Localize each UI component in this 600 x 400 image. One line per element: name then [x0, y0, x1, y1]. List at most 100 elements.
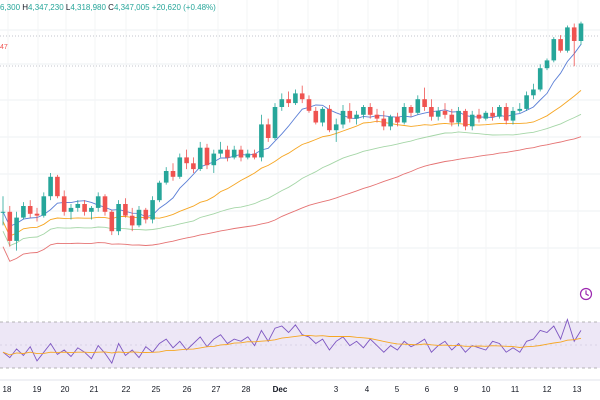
candle-body: [75, 204, 81, 208]
candle-body: [286, 99, 291, 104]
x-axis-tick-label: 10: [482, 385, 491, 394]
side-price-tag: 47: [0, 44, 8, 51]
candle-body: [157, 182, 162, 201]
ohlc-change-value: +20,620 (+0.48%): [151, 3, 216, 12]
ohlc-open-value: 6,300: [0, 3, 21, 12]
candle-body: [347, 110, 353, 119]
x-axis-tick-label: 18: [3, 385, 12, 394]
candle-body: [510, 110, 516, 121]
candle-body: [388, 116, 393, 127]
candle-body: [129, 215, 135, 226]
x-axis-tick-label: Dec: [273, 385, 288, 394]
candle-body: [361, 107, 366, 115]
candle-body: [544, 60, 550, 69]
rsi-line: [2, 318, 582, 365]
candle-body: [95, 196, 101, 208]
candle-body: [327, 108, 332, 131]
candle-body: [150, 200, 155, 220]
candle-body: [48, 176, 53, 197]
candle-body: [231, 149, 237, 158]
candle-body: [517, 108, 523, 111]
ma-long-line: [2, 136, 582, 262]
rsi-ma-line: [2, 334, 582, 356]
ohlc-high-value: 4,347,230: [28, 3, 64, 12]
ma-mid-line: [2, 90, 582, 237]
candle-body: [537, 68, 543, 90]
candle-body: [476, 114, 482, 119]
alert-clock-icon[interactable]: [579, 287, 593, 301]
candle-body: [218, 149, 223, 154]
candle-body: [27, 206, 33, 214]
candle-body: [82, 204, 87, 212]
candle-body: [571, 27, 577, 41]
candle-body: [68, 207, 74, 212]
candle-body: [61, 196, 67, 212]
x-axis-tick-label: 12: [543, 385, 552, 394]
candle-body: [551, 39, 557, 61]
x-axis-tick-label: 4: [365, 385, 370, 394]
candle-body: [109, 211, 115, 232]
candle-body: [435, 110, 441, 117]
candle-body: [395, 116, 400, 123]
candle-body: [531, 89, 536, 96]
candle-body: [245, 153, 251, 158]
x-axis-tick-label: 6: [425, 385, 430, 394]
candle-body: [116, 204, 121, 232]
x-axis-tick-label: 13: [573, 385, 582, 394]
candle-body: [558, 39, 563, 51]
candle-body: [449, 114, 455, 123]
ohlc-low-key: L: [65, 3, 71, 12]
candle-body: [415, 99, 421, 113]
candle-body: [163, 171, 169, 183]
x-axis-tick-label: 22: [122, 385, 131, 394]
candle-body: [524, 95, 529, 109]
candle-body: [89, 207, 94, 212]
candle-body: [197, 147, 203, 169]
candle-body: [340, 110, 346, 125]
candle-body: [354, 114, 359, 119]
candle-body: [252, 153, 257, 158]
candle-body: [483, 112, 489, 119]
candle-body: [14, 217, 19, 241]
candle-body: [306, 99, 312, 111]
ohlc-close-key: C: [108, 3, 114, 12]
x-axis-tick-label: 27: [212, 385, 221, 394]
candle-body: [490, 112, 495, 117]
candle-body: [136, 209, 142, 226]
candle-body: [381, 118, 387, 127]
ma-slow-line: [2, 113, 582, 247]
candle-body: [279, 99, 285, 107]
x-axis-tick-label: 5: [395, 385, 400, 394]
candle-body: [259, 124, 264, 158]
candle-body: [429, 107, 434, 117]
candle-body: [7, 211, 13, 241]
candle-body: [170, 171, 176, 177]
candle-body: [299, 93, 305, 100]
candle-body: [191, 163, 196, 170]
candle-body: [456, 110, 461, 123]
candle-body: [333, 124, 339, 131]
ohlc-high-key: H: [22, 3, 29, 12]
candle-body: [225, 149, 230, 158]
candle-body: [238, 149, 244, 158]
candle-body: [211, 153, 217, 166]
ohlc-readout: 6,300 H4,347,230 L4,318,980 C4,347,005 +…: [0, 3, 216, 12]
candle-body: [204, 147, 210, 166]
x-axis-tick-label: 9: [454, 385, 459, 394]
candle-body: [374, 114, 380, 119]
candle-body: [320, 108, 325, 123]
candle-body: [463, 110, 468, 127]
candle-body: [293, 93, 298, 104]
candle-body: [442, 110, 448, 115]
x-axis-tick-label: 21: [90, 385, 99, 394]
x-axis-tick-label: 20: [61, 385, 70, 394]
candle-body: [272, 107, 278, 139]
x-axis-tick-label: 11: [511, 385, 520, 394]
candle-body: [0, 211, 6, 213]
candle-body: [422, 99, 427, 107]
x-axis-tick-label: 25: [152, 385, 161, 394]
candle-body: [143, 209, 149, 220]
candle-body: [123, 204, 128, 216]
candle-body: [313, 110, 319, 123]
